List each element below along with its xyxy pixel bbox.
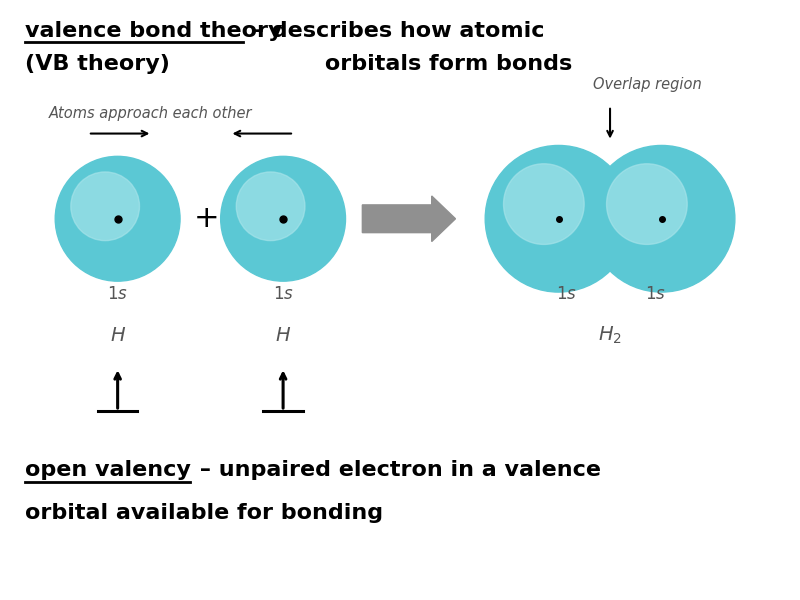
Text: valence bond theory: valence bond theory — [26, 20, 283, 41]
Text: open valency: open valency — [26, 460, 191, 481]
Text: orbital available for bonding: orbital available for bonding — [26, 503, 384, 523]
Ellipse shape — [588, 145, 735, 292]
Text: $H$: $H$ — [110, 326, 126, 345]
Ellipse shape — [55, 157, 180, 281]
Text: +: + — [194, 204, 220, 233]
Text: $1s$: $1s$ — [273, 285, 294, 303]
Text: $H_2$: $H_2$ — [598, 325, 622, 346]
Ellipse shape — [221, 157, 346, 281]
Text: (VB theory)                    orbitals form bonds: (VB theory) orbitals form bonds — [26, 54, 573, 74]
Ellipse shape — [71, 172, 139, 241]
Text: – unpaired electron in a valence: – unpaired electron in a valence — [192, 460, 601, 481]
Ellipse shape — [236, 172, 305, 241]
Text: $1s$: $1s$ — [645, 285, 666, 303]
Ellipse shape — [606, 164, 687, 244]
Ellipse shape — [503, 164, 584, 244]
Text: $1s$: $1s$ — [556, 285, 577, 303]
Text: $H$: $H$ — [275, 326, 291, 345]
Ellipse shape — [486, 145, 632, 292]
Text: $1s$: $1s$ — [107, 285, 128, 303]
Text: Atoms approach each other: Atoms approach each other — [48, 106, 252, 121]
Text: Overlap region: Overlap region — [594, 77, 702, 92]
FancyArrow shape — [362, 196, 455, 242]
Text: – describes how atomic: – describes how atomic — [246, 20, 545, 41]
